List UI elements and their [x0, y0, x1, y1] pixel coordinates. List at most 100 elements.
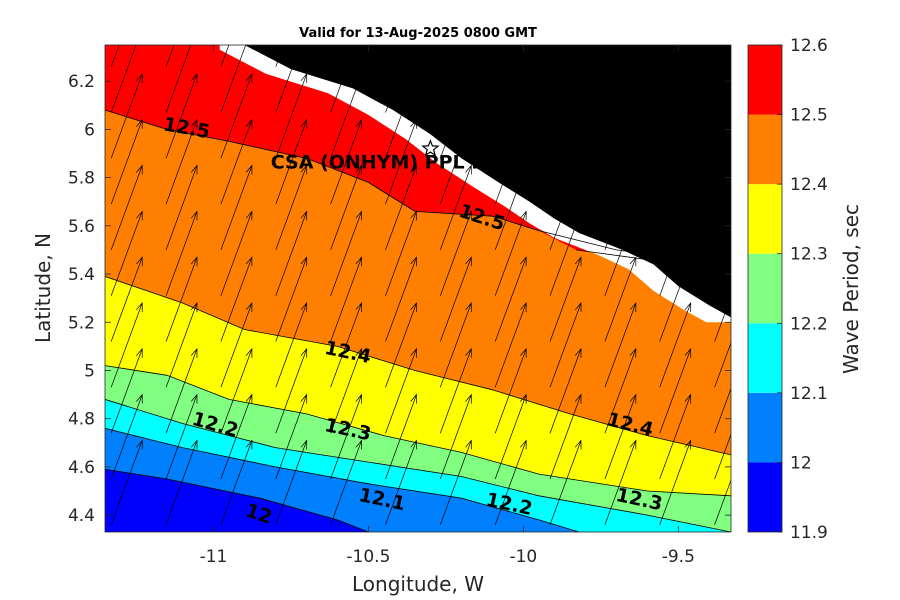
wave-direction-arrow — [494, 164, 527, 251]
wave-direction-arrow — [110, 347, 143, 434]
colorbar-tick-label: 12.2 — [790, 314, 828, 334]
wave-direction-arrow — [439, 393, 472, 480]
colorbar-tick-label: 12.1 — [790, 384, 828, 404]
wave-direction-arrow — [439, 210, 472, 296]
contour-line-12 — [105, 468, 369, 532]
wave-direction-arrow — [549, 210, 582, 296]
wave-direction-arrow — [220, 256, 253, 342]
wave-direction-arrow — [714, 479, 731, 525]
colorbar-swatch — [748, 114, 782, 185]
wave-direction-arrow — [275, 210, 308, 296]
wave-direction-arrow — [494, 72, 527, 159]
x-axis-label: Longitude, W — [352, 572, 484, 596]
wave-direction-arrow — [549, 72, 582, 159]
wave-direction-arrow — [275, 393, 308, 480]
wave-direction-arrow — [330, 439, 362, 525]
wave-direction-arrow — [330, 118, 362, 205]
wave-direction-arrow — [659, 347, 692, 434]
wave-direction-arrow — [714, 250, 731, 296]
wave-direction-arrow — [275, 347, 308, 434]
wave-direction-arrow — [220, 45, 247, 113]
wave-direction-arrow — [330, 347, 362, 434]
wave-direction-arrow — [604, 45, 614, 67]
wave-direction-arrow — [439, 45, 466, 113]
colorbar-swatch — [748, 184, 782, 254]
wave-direction-arrow — [385, 393, 417, 480]
x-axis-ticks: -11 -10.5 -10 -9.5 — [200, 45, 695, 567]
y-axis-ticks: 4.4 4.6 4.8 5 5.2 5.4 5.6 5.8 6 6.2 — [68, 72, 731, 526]
wave-direction-arrow — [714, 204, 731, 251]
colorbar-swatch — [748, 323, 782, 393]
wave-direction-arrow — [494, 118, 527, 205]
wave-direction-arrow — [165, 439, 198, 525]
map-plot-area: 12.512.512.412.412.312.312.212.212.112 C… — [105, 45, 731, 532]
contour-line-12.5 — [105, 109, 654, 256]
wave-direction-arrow — [659, 164, 692, 251]
wave-direction-arrow — [110, 118, 143, 205]
wave-direction-arrow — [385, 256, 417, 342]
wave-direction-arrow — [385, 118, 417, 205]
wave-direction-arrow — [659, 256, 692, 342]
wave-direction-arrow — [110, 439, 143, 525]
wave-direction-arrow — [494, 45, 504, 67]
x-tick-label: -9.5 — [662, 547, 695, 567]
wave-direction-arrow — [494, 439, 527, 525]
wave-direction-arrow — [110, 45, 120, 67]
wave-direction-arrow — [659, 439, 692, 525]
wave-direction-arrow — [165, 302, 198, 388]
wave-direction-arrow — [220, 302, 253, 388]
colorbar-label: Wave Period, sec — [839, 204, 863, 374]
y-tick-label: 4.4 — [68, 506, 95, 526]
colorbar-tick-label: 12.5 — [790, 106, 828, 126]
wave-direction-arrow — [385, 45, 411, 113]
wave-direction-arrow — [439, 347, 472, 434]
wave-direction-arrow — [714, 66, 731, 113]
wave-direction-arrow — [659, 393, 692, 480]
colorbar-swatch — [748, 253, 782, 324]
wave-direction-arrow — [714, 433, 731, 480]
y-tick-label: 5.8 — [68, 169, 95, 189]
wave-direction-arrow — [494, 256, 527, 342]
y-axis-label: Latitude, N — [31, 233, 55, 343]
contour-lines — [105, 109, 731, 532]
wave-direction-arrow — [604, 72, 637, 159]
wave-direction-arrow — [659, 72, 692, 159]
wave-direction-arrow — [604, 164, 637, 251]
wave-direction-arrow — [220, 347, 253, 434]
wave-direction-arrow — [385, 164, 417, 251]
contour-line-12.1 — [105, 427, 580, 532]
y-tick-label: 6.2 — [68, 72, 95, 92]
contour-line-12.4 — [105, 276, 731, 456]
wave-direction-arrow — [220, 164, 253, 251]
wave-direction-arrow — [330, 72, 362, 159]
wave-direction-arrow — [220, 45, 230, 67]
wave-direction-arrow — [220, 118, 253, 205]
wave-direction-arrow — [659, 118, 692, 205]
wave-direction-arrow — [604, 347, 637, 434]
wave-direction-arrow — [220, 439, 253, 525]
wave-direction-arrow — [385, 210, 417, 296]
wave-direction-arrow — [110, 393, 143, 480]
wave-direction-arrow — [165, 210, 198, 296]
colorbar-tick-label: 12.6 — [790, 36, 828, 56]
wave-direction-arrow — [494, 347, 527, 434]
wave-direction-arrow — [165, 347, 198, 434]
band-11.9-12.0 — [105, 469, 731, 532]
contour-line-12.3 — [105, 365, 731, 497]
wave-direction-arrow — [385, 439, 417, 525]
colorbar-swatch — [748, 462, 782, 532]
wave-direction-arrow — [165, 72, 198, 159]
wave-direction-arrow — [330, 164, 362, 251]
wave-direction-arrow — [549, 347, 582, 434]
wave-direction-arrow — [330, 393, 362, 480]
colorbar-swatch — [748, 45, 782, 115]
wave-direction-arrow — [439, 256, 472, 342]
wave-direction-arrow — [439, 72, 472, 159]
wave-direction-arrow — [604, 118, 637, 205]
wave-direction-arrow — [275, 302, 308, 388]
wave-direction-arrow — [165, 45, 175, 67]
wave-direction-arrow — [165, 256, 198, 342]
colorbar-tick-label: 12.3 — [790, 245, 828, 265]
wave-direction-arrow — [549, 302, 582, 388]
wave-direction-arrow — [659, 45, 669, 67]
